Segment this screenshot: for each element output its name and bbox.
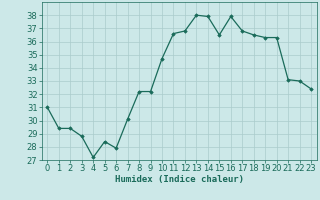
X-axis label: Humidex (Indice chaleur): Humidex (Indice chaleur) [115, 175, 244, 184]
